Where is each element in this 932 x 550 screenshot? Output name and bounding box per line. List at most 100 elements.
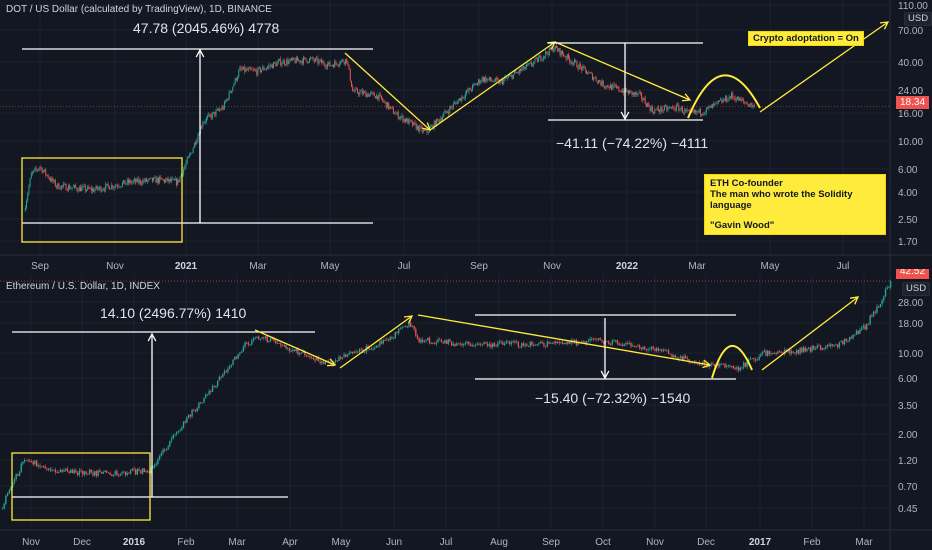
candle-body	[558, 342, 560, 343]
candle-body	[753, 105, 755, 107]
candle-body	[502, 342, 504, 345]
candle-body	[738, 96, 740, 101]
candle-body	[606, 85, 608, 88]
candle-body	[502, 79, 504, 84]
candle-body	[442, 116, 444, 121]
candle-body	[654, 348, 656, 351]
candle-body	[91, 188, 93, 191]
candle-body	[463, 97, 465, 99]
candle-body	[302, 351, 304, 353]
candle-body	[710, 105, 712, 108]
candle-body	[643, 98, 645, 101]
candle-body	[565, 342, 567, 344]
candle-body	[291, 58, 292, 60]
candle-body	[335, 61, 337, 64]
candle-body	[636, 92, 638, 95]
candle-body	[506, 77, 508, 79]
candle-body	[652, 346, 654, 349]
candle-body	[620, 91, 622, 93]
candle-body	[119, 186, 121, 188]
time-tick-label: 2017	[749, 537, 772, 548]
gavin-wood-note[interactable]: ETH Co-founder The man who wrote the Sol…	[704, 174, 886, 235]
candle-body	[499, 80, 501, 84]
candle-body	[107, 183, 109, 186]
candle-body	[439, 118, 441, 122]
candle-body	[485, 77, 487, 82]
candle-body	[741, 367, 743, 369]
candle-body	[884, 288, 887, 297]
candle-body	[482, 77, 484, 82]
candle-body	[90, 469, 92, 473]
candle-body	[282, 60, 284, 64]
candle-body	[860, 327, 863, 330]
candle-body	[626, 90, 628, 92]
candle-body	[666, 106, 668, 111]
candle-body	[387, 339, 390, 341]
candle-body	[838, 341, 841, 348]
candle-body	[317, 58, 319, 64]
candle-body	[257, 67, 259, 75]
candle-body	[97, 470, 99, 476]
candle-body	[32, 172, 34, 174]
candle-body	[448, 112, 450, 114]
candle-body	[818, 345, 820, 347]
candle-body	[316, 357, 318, 361]
candle-body	[138, 468, 140, 471]
candle-body	[867, 323, 870, 325]
candle-body	[228, 91, 230, 100]
candle-body	[44, 466, 46, 469]
candle-body	[346, 354, 349, 357]
candle-body	[799, 347, 801, 354]
candle-body	[24, 208, 26, 211]
candle-body	[156, 178, 158, 183]
candle-body	[464, 343, 467, 345]
candle-body	[155, 463, 157, 465]
candle-body	[515, 71, 517, 73]
time-tick-label: Feb	[177, 537, 195, 548]
candle-body	[268, 65, 270, 68]
candle-body	[124, 471, 127, 476]
dot-currency-badge[interactable]: USD	[904, 12, 932, 26]
candle-body	[439, 339, 441, 341]
candle-body	[410, 120, 412, 122]
candle-body	[192, 147, 194, 153]
candle-body	[398, 118, 400, 119]
candle-body	[244, 342, 246, 348]
candle-body	[661, 106, 663, 112]
candle-body	[697, 111, 699, 113]
candles	[24, 43, 755, 212]
time-tick-label: Nov	[22, 537, 40, 548]
candle-body	[614, 339, 617, 341]
candle-body	[729, 96, 731, 98]
candle-body	[53, 180, 55, 182]
candle-body	[568, 341, 571, 344]
candle-body	[534, 58, 536, 62]
candle-body	[237, 353, 239, 359]
candle-body	[597, 337, 600, 340]
candle-body	[206, 394, 209, 396]
candle-body	[17, 474, 19, 476]
candle-body	[346, 58, 348, 63]
adoption-note[interactable]: Crypto adoptation = On	[748, 31, 864, 46]
dot-projection-arrow-head	[879, 21, 890, 30]
candle-body	[471, 345, 473, 347]
eth-currency-badge[interactable]: USD	[902, 282, 931, 296]
candle-body	[480, 81, 482, 84]
candle-body	[532, 344, 535, 346]
candle-body	[372, 348, 374, 350]
time-tick-label: Jul	[440, 537, 453, 548]
price-tick-label: 2.00	[898, 430, 918, 441]
candle-body	[584, 341, 586, 344]
candle-body	[553, 49, 555, 52]
candle-body	[351, 351, 354, 354]
candle-body	[104, 470, 106, 473]
candle-body	[581, 66, 583, 71]
candle-body	[720, 363, 723, 365]
candle-body	[349, 69, 351, 81]
candle-body	[261, 69, 263, 73]
candle-body	[772, 353, 774, 354]
candle-body	[415, 123, 417, 130]
candle-body	[534, 344, 537, 346]
candle-body	[714, 103, 716, 105]
